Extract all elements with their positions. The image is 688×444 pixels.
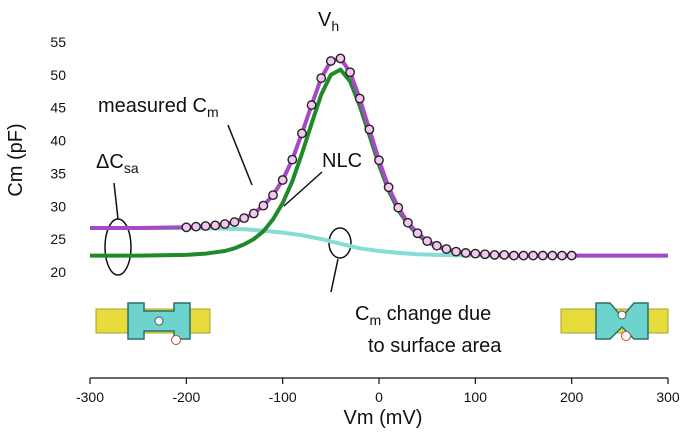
pointer-line bbox=[113, 182, 119, 220]
data-point bbox=[393, 202, 404, 213]
data-point bbox=[547, 250, 558, 261]
y-tick-label: 45 bbox=[50, 100, 66, 116]
data-point bbox=[537, 250, 548, 261]
data-point bbox=[316, 73, 327, 84]
annotation-subscript: m bbox=[207, 104, 219, 120]
data-point bbox=[460, 248, 471, 258]
data-point bbox=[200, 221, 211, 231]
data-point bbox=[508, 250, 519, 261]
annotation: ΔCsa bbox=[96, 151, 139, 176]
data-point bbox=[364, 124, 375, 135]
decorations bbox=[95, 124, 669, 345]
annotation-text: ΔC bbox=[96, 151, 124, 173]
data-point bbox=[499, 250, 510, 260]
data-point bbox=[229, 217, 240, 227]
x-tick-label: 300 bbox=[656, 389, 680, 405]
data-point bbox=[345, 67, 355, 78]
data-point bbox=[248, 208, 259, 219]
x-tick-label: 200 bbox=[560, 389, 584, 405]
x-tick-label: -300 bbox=[76, 389, 104, 405]
y-tick-label: 30 bbox=[50, 198, 66, 214]
data-point bbox=[431, 240, 442, 251]
annotation-text: measured C bbox=[98, 95, 207, 117]
x-axis-label: Vm (mV) bbox=[344, 407, 423, 429]
data-point bbox=[557, 250, 567, 261]
x-tick-label: -100 bbox=[269, 389, 297, 405]
annotation-text: change due bbox=[381, 303, 491, 325]
annotation: Vh bbox=[318, 9, 339, 34]
data-point bbox=[441, 244, 452, 254]
x-tick-label: 100 bbox=[464, 389, 488, 405]
data-point bbox=[402, 217, 413, 228]
data-point bbox=[219, 219, 230, 229]
data-point bbox=[470, 248, 481, 259]
pointer-line bbox=[330, 258, 339, 293]
annotation-text: C bbox=[355, 303, 369, 325]
data-point bbox=[451, 246, 461, 257]
data-point bbox=[412, 228, 423, 239]
data-point bbox=[287, 154, 298, 165]
pointer-line bbox=[227, 124, 253, 186]
data-point bbox=[306, 100, 317, 110]
data-point bbox=[480, 249, 490, 260]
annotation: measured Cm bbox=[98, 95, 219, 120]
data-point bbox=[210, 220, 221, 231]
x-tick-label: -200 bbox=[172, 389, 200, 405]
y-tick-label: 55 bbox=[50, 34, 66, 50]
data-point bbox=[518, 250, 529, 261]
annotation-text: V bbox=[318, 9, 332, 31]
y-tick-label: 40 bbox=[50, 133, 66, 149]
data-point bbox=[191, 221, 201, 232]
annotation-subscript: h bbox=[331, 18, 339, 34]
data-point bbox=[325, 56, 336, 66]
x-tick-label: 0 bbox=[375, 389, 383, 405]
y-tick-label: 35 bbox=[50, 165, 66, 181]
data-point bbox=[297, 128, 307, 139]
channel-icon-right bbox=[560, 302, 669, 341]
data-point bbox=[268, 190, 278, 201]
data-point bbox=[258, 200, 269, 211]
annotation: to surface area bbox=[368, 335, 502, 357]
channel-icon-left bbox=[95, 302, 211, 345]
data-point bbox=[239, 213, 250, 224]
pointer-line bbox=[283, 171, 323, 207]
data-point bbox=[528, 250, 539, 261]
data-point bbox=[383, 182, 394, 193]
data-point bbox=[566, 250, 577, 261]
data-point bbox=[422, 236, 433, 247]
annotation: Cm change due bbox=[355, 303, 491, 328]
annotation-text: NLC bbox=[322, 150, 362, 172]
series-line bbox=[90, 226, 668, 258]
data-point bbox=[277, 175, 288, 185]
y-tick-label: 25 bbox=[50, 231, 66, 247]
data-point bbox=[489, 250, 500, 260]
y-tick-label: 20 bbox=[50, 264, 66, 280]
data-point bbox=[374, 155, 384, 166]
y-axis-label: Cm (pF) bbox=[5, 123, 27, 196]
annotation: NLC bbox=[322, 150, 362, 172]
annotation-subscript: sa bbox=[124, 160, 139, 176]
data-point bbox=[335, 53, 346, 64]
annotation-subscript: m bbox=[369, 312, 381, 328]
annotation-text: to surface area bbox=[368, 335, 502, 357]
data-point bbox=[181, 222, 192, 233]
data-point bbox=[354, 93, 365, 104]
y-tick-label: 50 bbox=[50, 67, 66, 83]
